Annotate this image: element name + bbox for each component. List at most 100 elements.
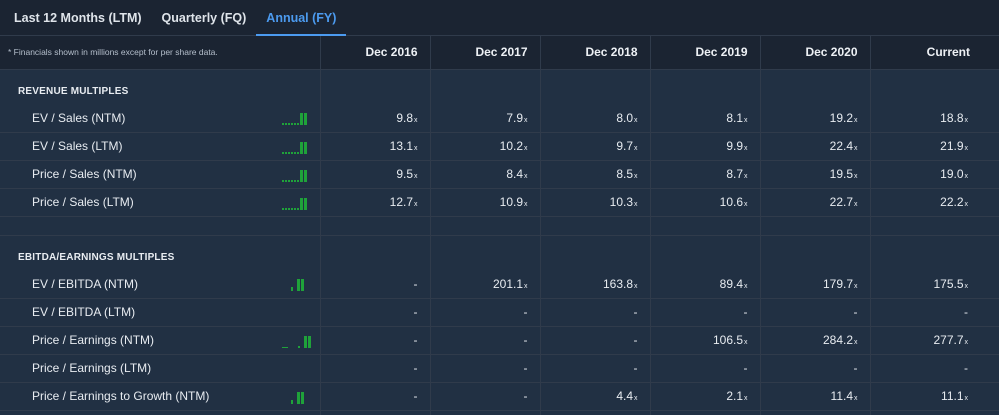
sparkline-bar (291, 399, 293, 404)
spacer-cell (539, 216, 650, 236)
sparkline-icon[interactable] (282, 197, 314, 210)
value-cell: 22.2x (869, 188, 999, 217)
sparkline-icon[interactable] (282, 169, 314, 182)
section-blank-cell (759, 69, 870, 104)
value-cell: - (759, 298, 870, 327)
sparkline-bar (304, 113, 307, 125)
value-cell: - (539, 298, 650, 327)
metric-label: EV / Sales (NTM) (32, 110, 126, 125)
multiple-value: 12.7 (389, 195, 413, 209)
multiple-suffix: x (854, 282, 858, 290)
section-header-row: EBITDA/EARNINGS MULTIPLES (0, 235, 999, 270)
spacer-cell (759, 216, 870, 236)
multiple-value: 18.8 (940, 110, 964, 125)
value-cell: 106.5x (649, 326, 760, 355)
value-cell: 175.5x (869, 270, 999, 299)
spacer-cell (429, 410, 540, 415)
value-cell: 19.2x (759, 104, 870, 133)
sparkline-bar (300, 197, 303, 210)
multiple-value: 22.4 (829, 139, 853, 153)
multiple-suffix: x (854, 339, 858, 346)
multiple-suffix: x (744, 173, 748, 180)
multiple-value: 9.5 (396, 167, 413, 181)
multiple-value: - (964, 361, 968, 375)
multiple-value: 8.1 (726, 110, 743, 125)
sparkline-bar (297, 391, 300, 404)
column-header: Dec 2016 (319, 36, 430, 70)
value-cell: 9.8x (319, 104, 430, 133)
multiple-suffix: x (414, 145, 418, 152)
multiple-suffix: x (964, 395, 969, 402)
multiple-suffix: x (854, 116, 858, 124)
value-cell: - (429, 298, 540, 327)
section-blank-cell (319, 235, 430, 270)
multiple-suffix: x (744, 201, 748, 208)
tab-annual[interactable]: Annual (FY) (256, 0, 347, 36)
tab-ltm[interactable]: Last 12 Months (LTM) (14, 11, 142, 25)
value-cell: 8.7x (649, 160, 760, 189)
sparkline-bar (294, 207, 296, 210)
section-blank-cell (649, 69, 760, 104)
sparkline-bar (288, 207, 290, 210)
spacer-cell (429, 216, 540, 236)
metric-label: EV / EBITDA (NTM) (32, 276, 139, 291)
sparkline-bar (297, 123, 299, 125)
sparkline-icon[interactable] (282, 141, 314, 154)
multiple-suffix: x (634, 173, 638, 180)
metric-label-cell: EV / Sales (NTM) (0, 104, 320, 133)
metric-label-cell: Price / Sales (LTM) (0, 188, 320, 217)
sparkline-bar (288, 151, 290, 154)
section-blank-cell (539, 69, 650, 104)
multiple-suffix: x (744, 282, 748, 290)
financials-note: * Financials shown in millions except fo… (0, 36, 320, 70)
multiple-value: 8.0 (616, 110, 633, 125)
value-cell: 12.7x (319, 188, 430, 217)
sparkline-bar (285, 151, 287, 154)
value-cell: 9.5x (319, 160, 430, 189)
multiple-value: 201.1 (492, 276, 523, 291)
multiple-suffix: x (634, 201, 638, 208)
tab-quarterly[interactable]: Quarterly (FQ) (161, 11, 247, 25)
value-cell: - (869, 354, 999, 383)
value-cell: 8.1x (649, 104, 760, 133)
multiple-value: 2.1 (726, 389, 743, 403)
section-blank-cell (869, 69, 999, 104)
sparkline-icon[interactable] (282, 335, 314, 348)
sparkline-bar (300, 169, 303, 182)
multiple-value: 22.2 (940, 195, 964, 209)
sparkline-icon[interactable] (282, 278, 314, 291)
multiple-suffix: x (634, 282, 638, 290)
sparkline-icon[interactable] (282, 112, 314, 125)
metric-label-cell: Price / Earnings (LTM) (0, 354, 320, 383)
value-cell: 7.9x (429, 104, 540, 133)
section-title: EBITDA/EARNINGS MULTIPLES (0, 235, 320, 270)
sparkline-bar (297, 151, 299, 154)
spacer-cell (869, 216, 999, 236)
sparkline-bar (304, 169, 307, 182)
sparkline-bar (288, 123, 290, 125)
sparkline-bar (304, 197, 307, 210)
spacer-cell (649, 410, 760, 415)
value-cell: 2.1x (649, 382, 760, 411)
section-blank-cell (319, 69, 430, 104)
spacer-cell (539, 410, 650, 415)
multiple-suffix: x (414, 201, 418, 208)
multiple-value: 19.2 (829, 110, 853, 125)
sparkline-icon[interactable] (282, 391, 314, 404)
value-cell: 11.1x (869, 382, 999, 411)
multiple-value: 19.5 (829, 167, 853, 181)
value-cell: 9.9x (649, 132, 760, 161)
multiple-value: 10.3 (609, 195, 633, 209)
multiple-value: - (853, 361, 858, 375)
multiple-value: 7.9 (506, 110, 523, 125)
column-header: Dec 2019 (649, 36, 760, 70)
multiple-suffix: x (854, 145, 858, 152)
table-row: Price / Earnings (NTM) - - -106.5x 284.2x 277… (0, 326, 999, 355)
metric-label-cell: EV / EBITDA (LTM) (0, 298, 320, 327)
sparkline-bar (301, 279, 304, 291)
period-tabs: Last 12 Months (LTM) Quarterly (FQ) Annu… (0, 0, 999, 36)
sparkline-bar (291, 151, 293, 154)
multiple-value: - (413, 389, 418, 403)
metric-label: Price / Sales (LTM) (32, 195, 134, 209)
multiple-value: - (743, 305, 748, 319)
